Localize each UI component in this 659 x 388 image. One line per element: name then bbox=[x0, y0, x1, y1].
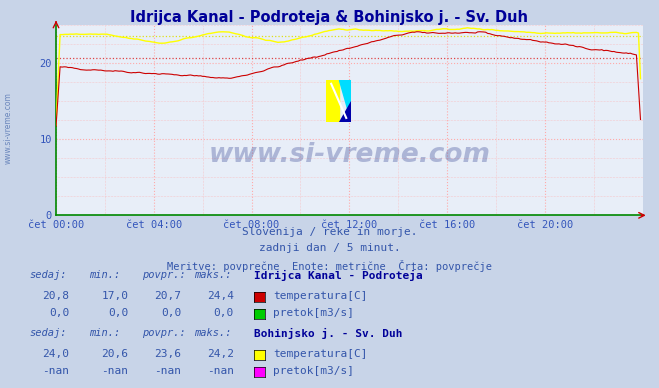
Text: Bohinjsko j. - Sv. Duh: Bohinjsko j. - Sv. Duh bbox=[254, 328, 402, 339]
Text: 20,7: 20,7 bbox=[154, 291, 181, 301]
Text: maks.:: maks.: bbox=[194, 270, 232, 280]
Text: temperatura[C]: temperatura[C] bbox=[273, 349, 368, 359]
Text: Slovenija / reke in morje.: Slovenija / reke in morje. bbox=[242, 227, 417, 237]
Text: min.:: min.: bbox=[89, 270, 120, 280]
Text: 0,0: 0,0 bbox=[108, 308, 129, 318]
Text: -nan: -nan bbox=[42, 366, 69, 376]
Text: Idrijca Kanal - Podroteja & Bohinjsko j. - Sv. Duh: Idrijca Kanal - Podroteja & Bohinjsko j.… bbox=[130, 10, 529, 25]
Text: 24,2: 24,2 bbox=[207, 349, 234, 359]
Text: povpr.:: povpr.: bbox=[142, 328, 185, 338]
Text: min.:: min.: bbox=[89, 328, 120, 338]
Text: 0,0: 0,0 bbox=[214, 308, 234, 318]
Text: pretok[m3/s]: pretok[m3/s] bbox=[273, 366, 355, 376]
Text: sedaj:: sedaj: bbox=[30, 328, 67, 338]
Text: 20,8: 20,8 bbox=[42, 291, 69, 301]
Text: sedaj:: sedaj: bbox=[30, 270, 67, 280]
Polygon shape bbox=[339, 80, 351, 122]
Polygon shape bbox=[339, 101, 351, 122]
Text: www.si-vreme.com: www.si-vreme.com bbox=[208, 142, 490, 168]
Text: povpr.:: povpr.: bbox=[142, 270, 185, 280]
Text: 20,6: 20,6 bbox=[101, 349, 129, 359]
Text: 0,0: 0,0 bbox=[161, 308, 181, 318]
Text: 24,4: 24,4 bbox=[207, 291, 234, 301]
Text: temperatura[C]: temperatura[C] bbox=[273, 291, 368, 301]
Text: -nan: -nan bbox=[154, 366, 181, 376]
Text: 23,6: 23,6 bbox=[154, 349, 181, 359]
Text: Meritve: povprečne  Enote: metrične  Črta: povprečje: Meritve: povprečne Enote: metrične Črta:… bbox=[167, 260, 492, 272]
Polygon shape bbox=[326, 80, 339, 122]
Text: 0,0: 0,0 bbox=[49, 308, 69, 318]
Text: -nan: -nan bbox=[207, 366, 234, 376]
Text: Idrijca Kanal - Podroteja: Idrijca Kanal - Podroteja bbox=[254, 270, 422, 281]
Text: 24,0: 24,0 bbox=[42, 349, 69, 359]
Text: maks.:: maks.: bbox=[194, 328, 232, 338]
Text: www.si-vreme.com: www.si-vreme.com bbox=[4, 92, 13, 164]
Text: zadnji dan / 5 minut.: zadnji dan / 5 minut. bbox=[258, 243, 401, 253]
Text: -nan: -nan bbox=[101, 366, 129, 376]
Text: 17,0: 17,0 bbox=[101, 291, 129, 301]
Text: pretok[m3/s]: pretok[m3/s] bbox=[273, 308, 355, 318]
